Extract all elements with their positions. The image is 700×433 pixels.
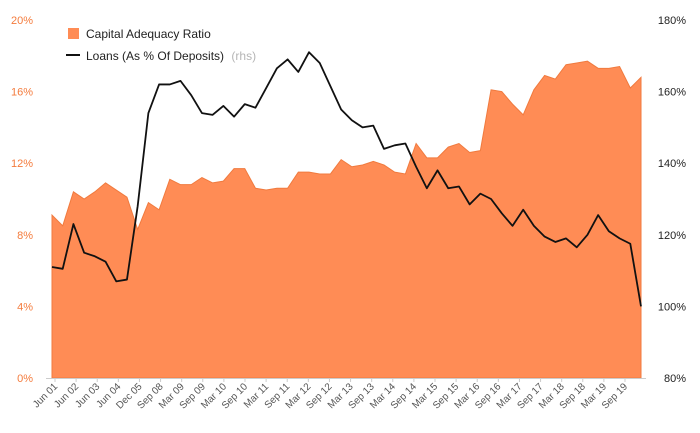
legend-label-capital-adequacy: Capital Adequacy Ratio bbox=[86, 27, 211, 41]
y-left-tick-label: 8% bbox=[17, 230, 33, 242]
loans-line bbox=[51, 51, 642, 307]
loans-line-layer bbox=[51, 51, 642, 307]
y-right-tick-label: 180% bbox=[658, 15, 686, 27]
legend-label-loans-rhs: (rhs) bbox=[231, 49, 256, 63]
legend-label-loans-name: Loans (As % Of Deposits) bbox=[86, 49, 224, 63]
legend-label-loans: Loans (As % Of Deposits) (rhs) bbox=[86, 49, 256, 63]
capital-adequacy-area-layer bbox=[51, 60, 642, 379]
y-left-tick-label: 0% bbox=[17, 373, 33, 385]
legend: Capital Adequacy Ratio Loans (As % Of De… bbox=[66, 27, 256, 63]
y-right-tick-label: 100% bbox=[658, 301, 686, 313]
y-right-tick-label: 120% bbox=[658, 230, 686, 242]
y-left-tick-label: 12% bbox=[11, 158, 33, 170]
y-left-tick-label: 20% bbox=[11, 15, 33, 27]
capital-adequacy-area bbox=[51, 60, 642, 379]
y-left-tick-label: 4% bbox=[17, 301, 33, 313]
y-right-tick-label: 160% bbox=[658, 87, 686, 99]
y-left-tick-label: 16% bbox=[11, 87, 33, 99]
legend-swatch-capital-adequacy bbox=[68, 28, 79, 39]
y-right-tick-label: 140% bbox=[658, 158, 686, 170]
y-right-tick-label: 80% bbox=[664, 373, 686, 385]
